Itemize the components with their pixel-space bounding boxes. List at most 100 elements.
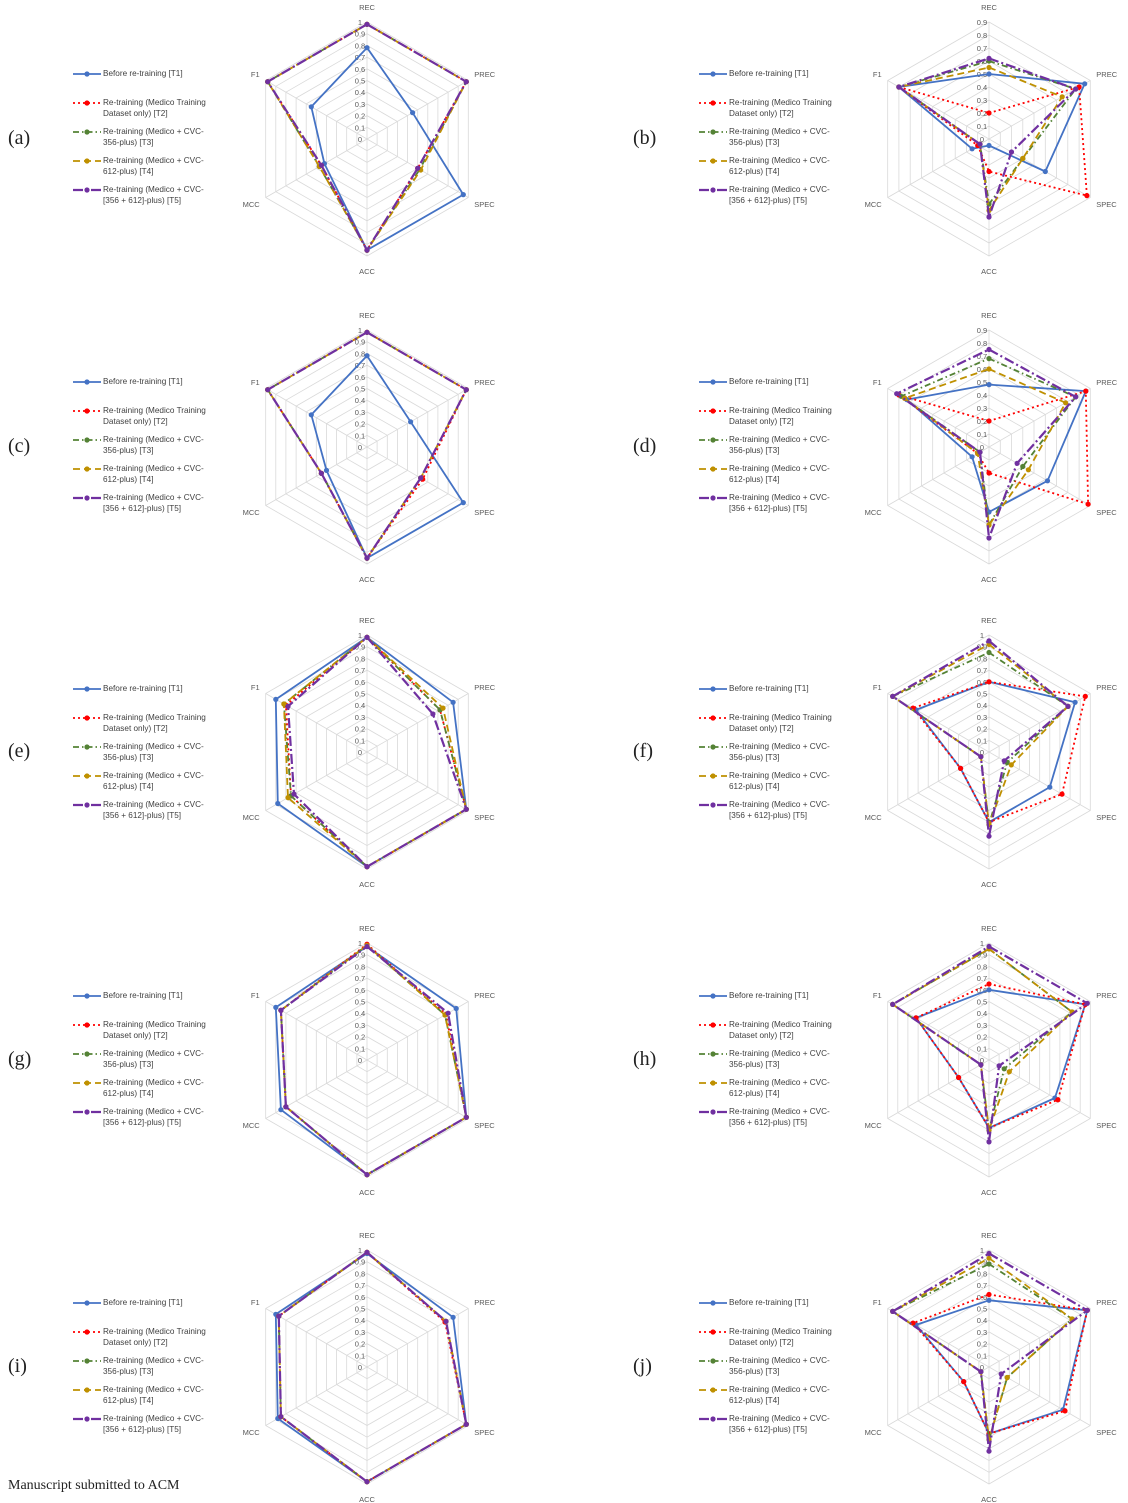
legend-item: Re-training (Medico Training Dataset onl… [72, 713, 247, 742]
r-tick-label: 0.7 [355, 974, 365, 983]
r-tick-label: 0.3 [355, 408, 365, 417]
legend-label: Re-training (Medico + CVC- 356-plus) [T3… [103, 742, 204, 762]
legend-item: Before re-training [T1] [698, 69, 873, 98]
data-point [1073, 394, 1079, 400]
data-point [1084, 1000, 1090, 1006]
grid-spoke [265, 138, 368, 198]
legend-marker [710, 158, 716, 164]
legend-label: Re-training (Medico + CVC- 356-plus) [T3… [103, 1049, 204, 1069]
legend-item: Before re-training [T1] [72, 684, 247, 713]
legend-marker [84, 1022, 90, 1028]
axis-label: SPEC [1096, 1428, 1117, 1437]
data-point [463, 806, 469, 812]
legend-label: Re-training (Medico + CVC- 612-plus) [T4… [729, 771, 830, 791]
legend-swatch [699, 71, 727, 77]
axis-label: F1 [251, 378, 260, 387]
legend-swatch [73, 1051, 101, 1057]
r-tick-label: 0.5 [355, 998, 365, 1007]
legend-label: Re-training (Medico + CVC- 356-plus) [T3… [729, 127, 830, 147]
r-tick-label: 0.7 [977, 352, 987, 361]
r-tick-label: 0.1 [355, 123, 365, 132]
data-point [1004, 1374, 1010, 1381]
data-point [265, 79, 271, 85]
data-point [318, 162, 324, 168]
legend-swatch [73, 686, 101, 692]
r-tick-label: 0.4 [977, 1009, 987, 1018]
r-tick-label: 0.6 [977, 365, 987, 374]
data-point [364, 353, 370, 359]
r-tick-label: 0.9 [355, 643, 365, 652]
legend-swatch [73, 100, 101, 106]
legend-item: Re-training (Medico Training Dataset onl… [72, 98, 247, 127]
legend-marker [710, 686, 716, 692]
data-point [283, 1104, 289, 1110]
r-tick-label: 0.1 [977, 430, 987, 439]
r-tick-label: 0 [980, 135, 984, 144]
r-tick-label: 0.5 [355, 385, 365, 394]
r-tick-label: 0 [980, 748, 984, 757]
r-tick-label: 1 [980, 939, 984, 948]
data-point [364, 21, 370, 27]
axis-label: SPEC [1096, 813, 1117, 822]
legend-item: Re-training (Medico Training Dataset onl… [72, 1020, 247, 1049]
chart-legend: Before re-training [T1] Re-training (Medi… [72, 1298, 247, 1443]
data-point [364, 555, 370, 561]
axis-label: F1 [873, 683, 882, 692]
r-tick-label: 0.9 [977, 326, 987, 335]
grid-spoke [265, 446, 368, 506]
panel-letter: (f) [633, 740, 653, 762]
axis-label: F1 [873, 991, 882, 1000]
legend-swatch [73, 187, 101, 193]
r-tick-label: 0.3 [355, 713, 365, 722]
legend-item: Re-training (Medico + CVC- 356-plus) [T3… [698, 1049, 873, 1078]
axis-label: REC [981, 3, 997, 12]
axis-label: MCC [243, 1121, 261, 1130]
footer-note: Manuscript submitted to ACM [8, 1478, 180, 1493]
data-point [1073, 86, 1079, 92]
data-point [308, 412, 314, 418]
legend-swatch [73, 802, 101, 808]
legend-label: Re-training (Medico Training Dataset onl… [103, 1327, 206, 1347]
legend-label: Before re-training [T1] [103, 991, 183, 1000]
legend-marker [84, 1080, 90, 1086]
legend-label: Re-training (Medico + CVC- 356-plus) [T3… [103, 1356, 204, 1376]
legend-swatch [73, 1387, 101, 1393]
data-point [986, 638, 992, 644]
axis-label: REC [359, 1231, 375, 1240]
r-tick-label: 0.1 [355, 431, 365, 440]
legend-marker [84, 129, 90, 135]
r-tick-label: 0.6 [977, 678, 987, 687]
legend-marker [84, 187, 90, 193]
legend-marker [84, 100, 90, 106]
data-point [364, 634, 370, 640]
data-point [986, 1297, 992, 1303]
legend-label: Re-training (Medico Training Dataset onl… [103, 406, 206, 426]
legend-marker [710, 437, 716, 443]
r-tick-label: 1 [358, 939, 362, 948]
legend-swatch [699, 686, 727, 692]
r-tick-label: 0.8 [977, 654, 987, 663]
data-point [1084, 1307, 1090, 1313]
legend-swatch [73, 1329, 101, 1335]
legend-marker [710, 715, 716, 721]
legend-swatch [73, 773, 101, 779]
r-tick-label: 0.8 [355, 962, 365, 971]
axis-label: SPEC [474, 508, 495, 517]
r-tick-label: 0.9 [355, 338, 365, 347]
legend-label: Re-training (Medico Training Dataset onl… [729, 1020, 832, 1040]
legend-item: Re-training (Medico + CVC- [356 + 612]-p… [72, 185, 247, 214]
r-tick-label: 0 [358, 748, 362, 757]
grid-spoke [887, 1366, 990, 1426]
data-point [275, 800, 281, 807]
legend-item: Before re-training [T1] [72, 991, 247, 1020]
axis-label: F1 [873, 378, 882, 387]
r-tick-label: 1 [980, 1246, 984, 1255]
legend-swatch [699, 773, 727, 779]
data-point [986, 382, 992, 388]
axis-label: SPEC [1096, 508, 1117, 517]
legend-swatch [699, 1416, 727, 1422]
r-tick-label: 0.2 [355, 1340, 365, 1349]
panel-letter: (a) [8, 127, 31, 149]
legend-marker [710, 1051, 716, 1057]
